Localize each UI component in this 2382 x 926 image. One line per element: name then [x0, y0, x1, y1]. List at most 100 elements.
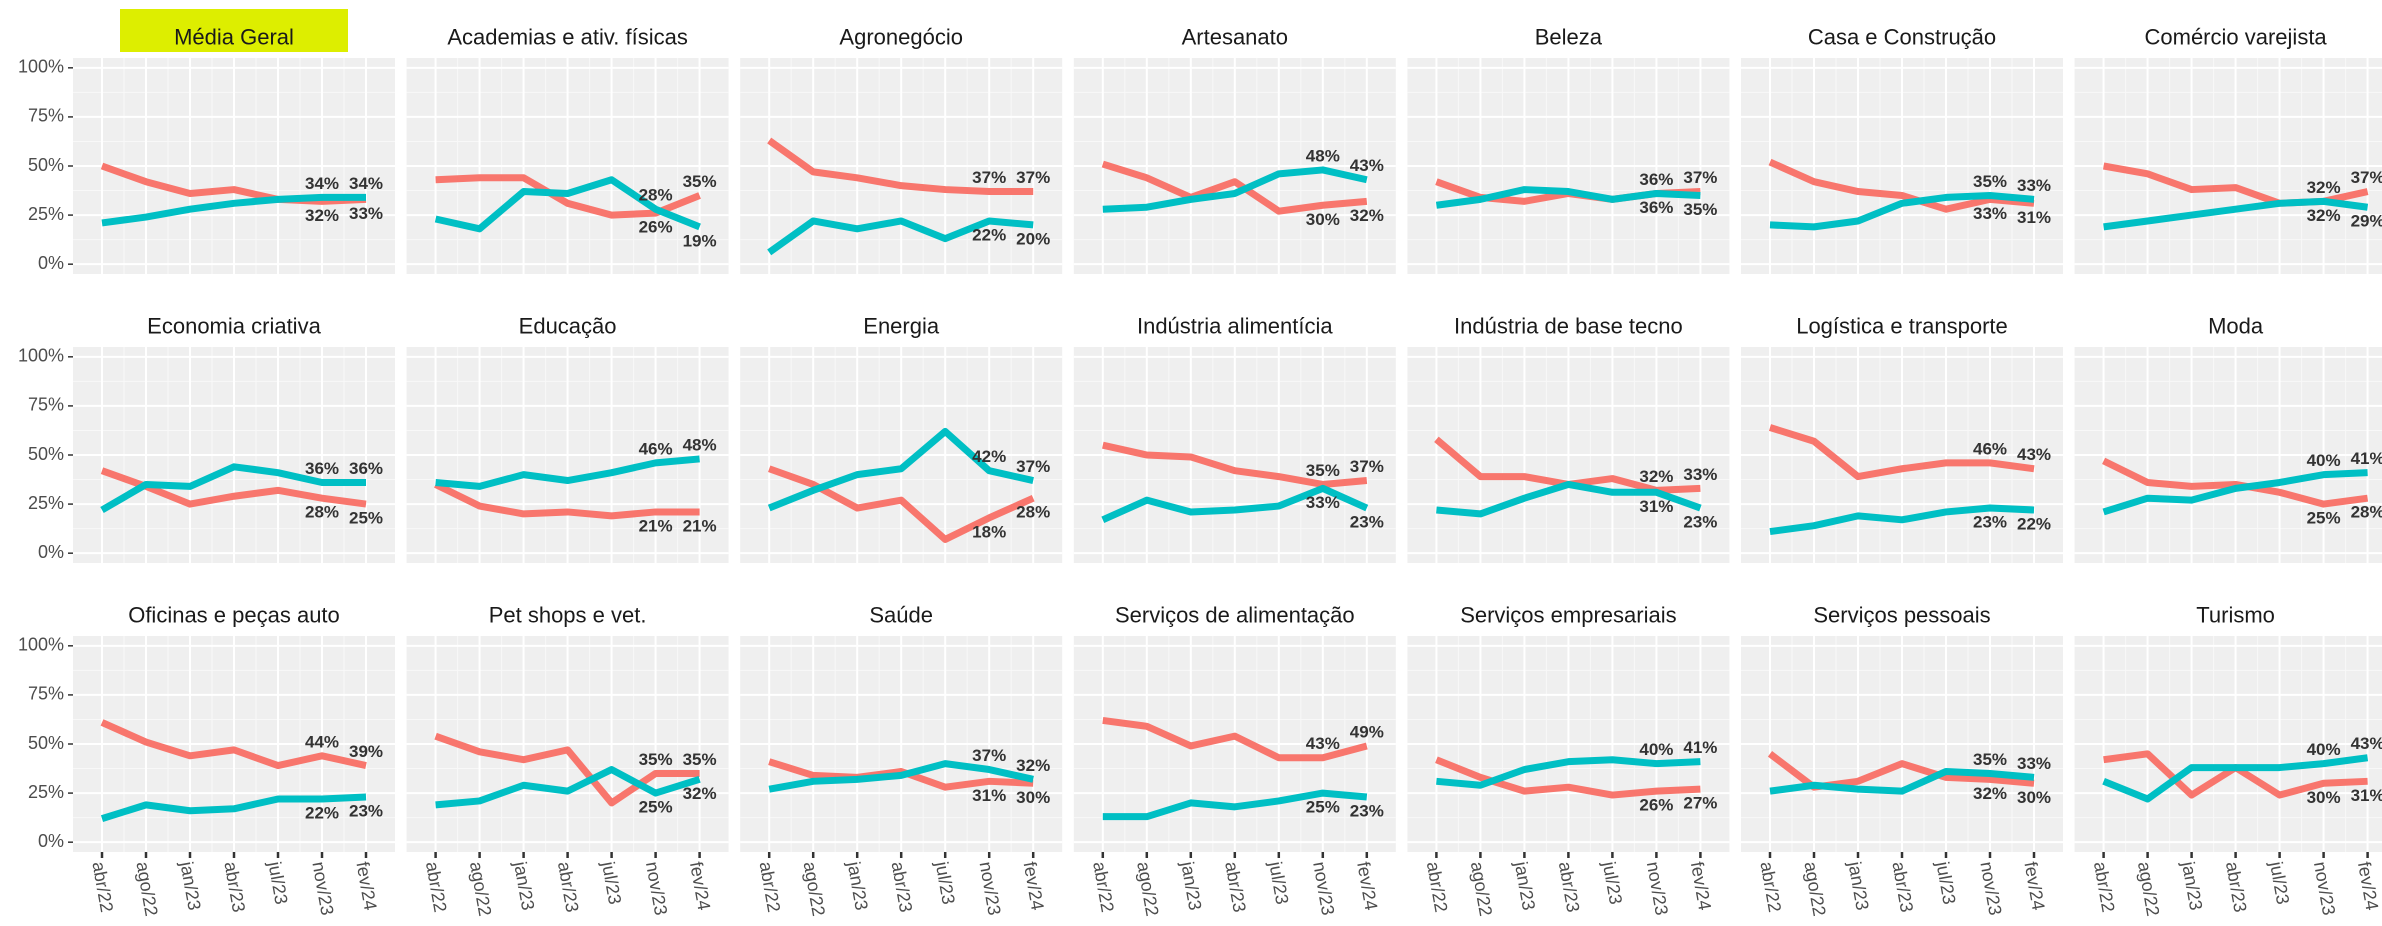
series-line [1436, 480, 1702, 518]
x-tick-label: ago/22 [466, 860, 495, 918]
data-label: 48% [683, 435, 717, 454]
data-label: 32% [1639, 467, 1673, 486]
data-label: 36% [1639, 198, 1673, 217]
data-label: 29% [2351, 212, 2382, 231]
strip-title: Academias e ativ. físicas [447, 24, 687, 49]
panel: Serviços de alimentação abr/22 ago/22 jan/2… [1073, 602, 1396, 918]
series-line [1102, 441, 1368, 488]
data-label: 46% [639, 439, 673, 458]
data-label: 25% [2307, 509, 2341, 528]
series-line [1102, 789, 1368, 821]
x-tick-label: fev/24 [1687, 860, 1715, 912]
data-label: 25% [1306, 798, 1340, 817]
y-tick-label: 75% [28, 106, 64, 126]
data-label: 40% [2307, 740, 2341, 759]
series-line [1769, 504, 2035, 536]
strip-title: Moda [2208, 313, 2264, 338]
panel: Serviços empresariais abr/22 ago/22 jan/23 a… [1407, 602, 1730, 918]
data-label: 33% [1973, 204, 2007, 223]
x-tick-label: jul/23 [2266, 859, 2293, 906]
data-label: 23% [1973, 513, 2007, 532]
strip-title: Média Geral [174, 24, 294, 49]
data-label: 32% [2307, 206, 2341, 225]
series-line [767, 427, 1034, 512]
x-tick-label: nov/23 [2310, 860, 2339, 917]
y-tick-label: 50% [28, 733, 64, 753]
data-label: 37% [972, 746, 1006, 765]
strip-title: Agronegócio [839, 24, 963, 49]
x-tick-label: jul/23 [1932, 859, 1959, 906]
series-line [435, 455, 700, 490]
series-line [435, 174, 701, 219]
strip-title: Energia [863, 313, 940, 338]
x-tick-label: abr/22 [2090, 860, 2119, 914]
x-tick-label: fev/24 [352, 860, 380, 912]
data-label: 34% [349, 174, 383, 193]
data-label: 18% [972, 522, 1006, 541]
data-label: 27% [1683, 794, 1717, 813]
x-tick-label: abr/23 [1888, 860, 1917, 914]
x-tick-label: abr/22 [1423, 860, 1452, 914]
data-label: 37% [1016, 168, 1050, 187]
panel: Educação 21% 21% 46% 48% [406, 313, 729, 563]
x-tick-label: jul/23 [1599, 859, 1626, 906]
panel: Pet shops e vet. abr/22 ago/22 jan/23 abr/23… [406, 602, 729, 918]
series-line [2102, 754, 2369, 803]
data-label: 49% [1350, 722, 1384, 741]
strip-title: Economia criativa [147, 313, 321, 338]
data-label: 33% [1306, 493, 1340, 512]
x-tick-label: jan/23 [1177, 859, 1205, 912]
data-label: 26% [639, 218, 673, 237]
series-line [2103, 197, 2369, 231]
strip-title: Serviços de alimentação [1115, 602, 1355, 627]
x-tick-label: nov/23 [1976, 860, 2005, 917]
data-label: 37% [2351, 168, 2382, 187]
data-label: 43% [2351, 734, 2382, 753]
strip-title: Artesanato [1182, 24, 1288, 49]
data-label: 31% [972, 786, 1006, 805]
strip-title: Pet shops e vet. [489, 602, 647, 627]
x-tick-label: abr/22 [88, 860, 117, 914]
x-tick-label: nov/23 [1643, 860, 1672, 917]
x-tick-label: fev/24 [686, 860, 714, 912]
data-label: 26% [1639, 796, 1673, 815]
data-label: 35% [639, 750, 673, 769]
data-label: 40% [1639, 740, 1673, 759]
y-tick-label: 75% [28, 395, 64, 415]
panel: Casa e Construção 33% 31% 35% 33% [1741, 24, 2063, 274]
series-line [767, 217, 1034, 256]
data-label: 35% [1306, 461, 1340, 480]
data-label: 23% [349, 802, 383, 821]
series-line [100, 793, 367, 822]
series-line [1768, 424, 2035, 481]
panel: Turismo abr/22 ago/22 jan/23 abr/23 jul/23 nov… [2074, 602, 2382, 918]
x-tick-label: abr/22 [756, 860, 785, 914]
strip-highlight [120, 9, 348, 52]
panel: Comércio varejista 32% 37% 32% 29% [2074, 24, 2382, 274]
data-label: 35% [1973, 750, 2007, 769]
data-label: 33% [2017, 176, 2051, 195]
data-label: 21% [683, 516, 717, 535]
series-line [434, 481, 700, 520]
x-tick-label: abr/23 [1221, 860, 1250, 914]
series-line [768, 758, 1034, 791]
x-tick-label: abr/23 [888, 860, 917, 914]
data-label: 35% [683, 750, 717, 769]
data-label: 32% [1350, 206, 1384, 225]
x-tick-label: jan/23 [1844, 859, 1872, 912]
data-label: 28% [1016, 503, 1050, 522]
data-label: 30% [2017, 788, 2051, 807]
series-line [1435, 756, 1701, 799]
data-label: 22% [972, 225, 1006, 244]
series-line [1101, 484, 1369, 523]
series-line [1435, 186, 1701, 209]
x-tick-label: jan/23 [843, 859, 871, 912]
series-line [100, 162, 367, 205]
series-line [767, 137, 1034, 196]
panel: Indústria de base tecno 32% 33% 31% 23% [1407, 313, 1730, 563]
data-label: 28% [2351, 503, 2382, 522]
x-tick-label: fev/24 [2354, 860, 2382, 912]
data-label: 33% [349, 204, 383, 223]
data-label: 46% [1973, 439, 2007, 458]
